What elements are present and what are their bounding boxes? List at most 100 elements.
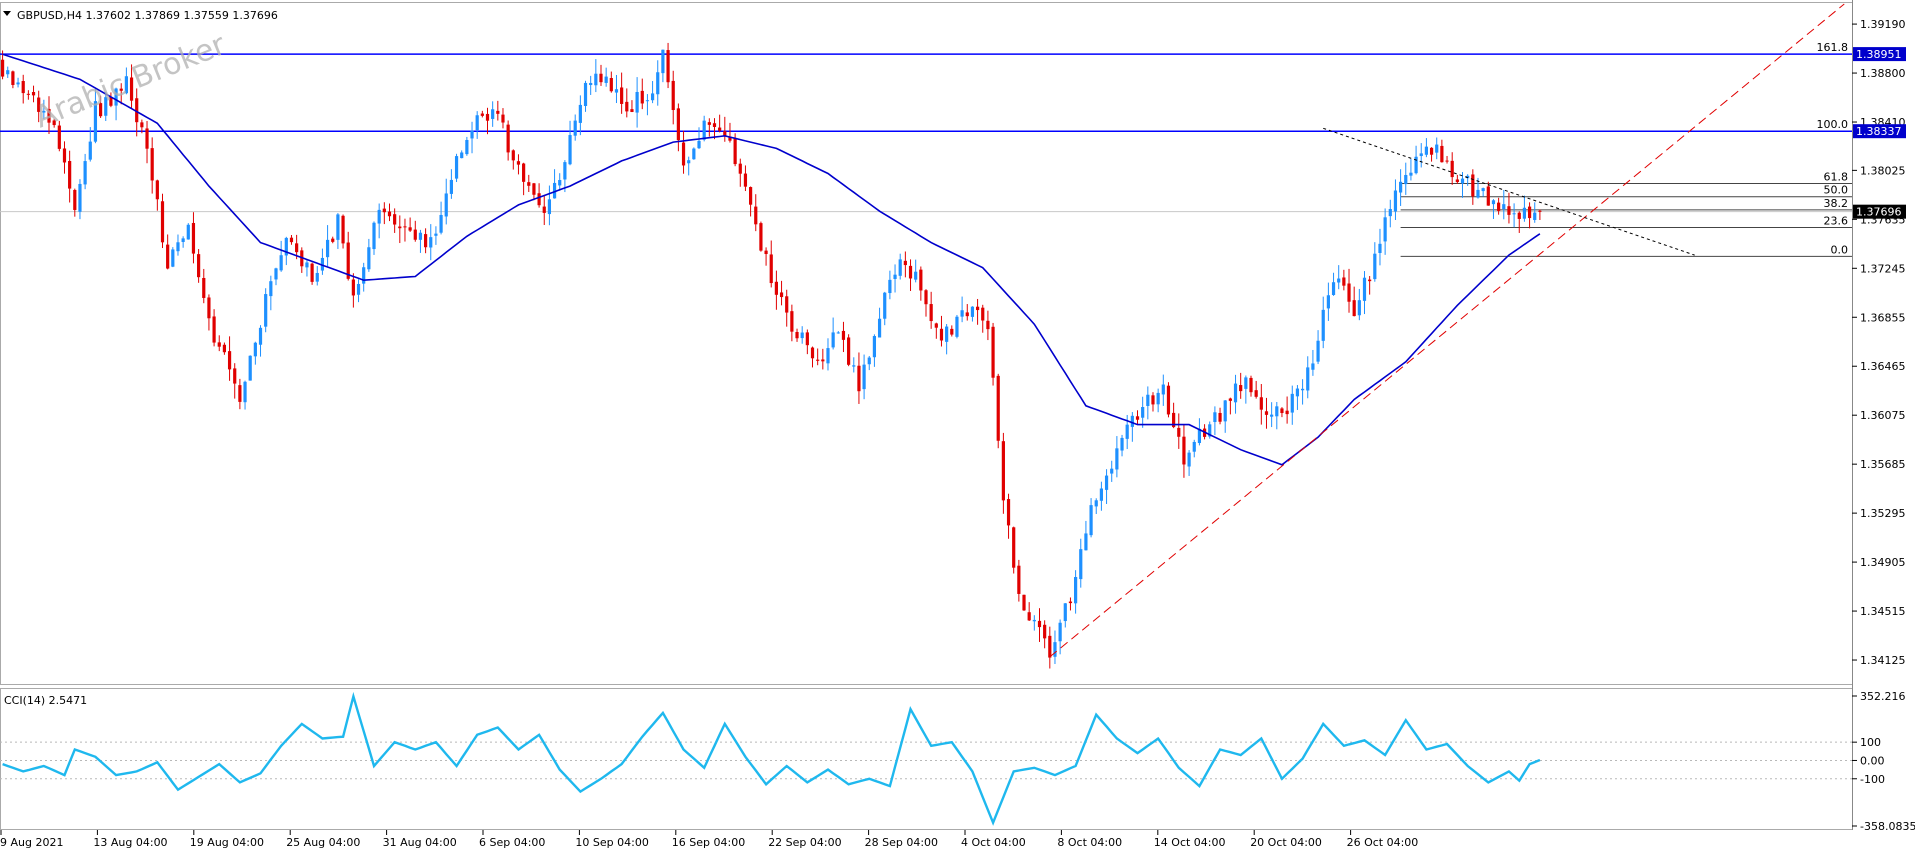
cci-tick-label: 100: [1860, 736, 1881, 749]
trendlines[interactable]: [1049, 3, 1845, 658]
candle-body: [743, 173, 748, 187]
candle-body: [697, 140, 701, 149]
candle-body: [289, 237, 294, 243]
candle-body: [692, 148, 696, 160]
candle-body: [1393, 190, 1398, 212]
time-axis[interactable]: 9 Aug 2021 13 Aug 04:00 19 Aug 04:00 25 Aug…: [0, 830, 1418, 849]
candle-body: [1311, 363, 1315, 370]
candle-body: [955, 316, 959, 337]
time-tick-label: 6 Sep 04:00: [479, 836, 545, 849]
candle-body: [924, 290, 928, 305]
candle-body: [661, 49, 665, 74]
price-axis[interactable]: 1.391901.388001.384101.380251.376351.372…: [1852, 18, 1906, 667]
candle-body: [1321, 309, 1325, 341]
candle-body: [1476, 189, 1480, 198]
candle-body: [62, 148, 67, 163]
candle-body: [26, 93, 30, 95]
candle-body: [88, 141, 92, 160]
candle-body: [434, 233, 438, 236]
time-tick-label: 22 Sep 04:00: [768, 836, 841, 849]
time-tick-label: 16 Sep 04:00: [672, 836, 745, 849]
candle-body: [687, 160, 691, 164]
candle-body: [877, 318, 882, 338]
candle-body: [950, 328, 954, 335]
candle-body: [754, 206, 758, 225]
candle-body: [496, 110, 500, 114]
candle-body: [1048, 635, 1052, 658]
time-tick-label: 25 Aug 04:00: [286, 836, 360, 849]
candle-body: [439, 214, 443, 233]
candle-body: [650, 93, 655, 101]
candle-body: [805, 332, 809, 346]
candle-body: [821, 359, 825, 362]
candle-body: [1337, 278, 1341, 283]
candle-body: [1512, 213, 1516, 215]
candle-body: [264, 294, 268, 327]
candle-body: [712, 123, 717, 127]
candle-body: [630, 109, 634, 112]
candle-body: [114, 88, 118, 106]
candle-body: [867, 357, 871, 365]
candle-body: [1362, 277, 1367, 301]
candle-body: [785, 296, 789, 313]
candle-body: [1388, 209, 1392, 217]
candle-body: [718, 127, 722, 131]
candle-body: [1074, 577, 1078, 604]
candle-body: [542, 206, 546, 213]
candle-body: [1264, 411, 1269, 415]
price-tick-label: 1.36075: [1860, 409, 1906, 422]
candle-body: [759, 223, 763, 251]
candle-body: [21, 81, 25, 94]
candle-body: [418, 232, 423, 240]
candle-body: [475, 115, 479, 131]
candle-body: [908, 265, 913, 279]
menu-triangle-icon[interactable]: [3, 11, 11, 16]
level-price-tag: [1853, 124, 1906, 139]
candle-body: [1285, 410, 1289, 415]
candle-body: [315, 272, 319, 282]
candle-body: [625, 101, 629, 112]
candle-body: [1094, 500, 1098, 507]
candle-body: [1533, 212, 1537, 220]
candle-body: [836, 332, 840, 334]
candle-body: [666, 50, 670, 83]
candle-body: [423, 234, 428, 248]
price-tick-label: 1.36465: [1860, 360, 1906, 373]
candle-body: [1502, 204, 1506, 210]
candle-body: [1399, 181, 1403, 193]
candle-body: [150, 148, 154, 181]
candle-body: [1538, 210, 1542, 212]
candle-body: [1270, 414, 1274, 417]
candle-body: [594, 73, 598, 86]
cci-plot-frame: [0, 688, 1853, 830]
candle-body: [914, 271, 918, 280]
candle-body: [377, 209, 381, 224]
candle-body: [351, 279, 355, 296]
candle-body: [1368, 279, 1372, 282]
candle-body: [217, 342, 221, 347]
candle-body: [1378, 243, 1382, 253]
candle-body: [227, 351, 232, 370]
level-price-tag-text: 1.38951: [1856, 48, 1902, 61]
candle-body: [1120, 437, 1124, 451]
candle-body: [1166, 385, 1171, 415]
time-tick-label: 20 Oct 04:00: [1250, 836, 1322, 849]
candle-body: [1182, 436, 1186, 465]
candle-body: [764, 250, 768, 255]
candle-body: [1460, 178, 1465, 184]
candle-body: [1331, 282, 1336, 295]
candle-body: [816, 359, 820, 361]
candle-body: [826, 348, 830, 364]
candle-body: [78, 183, 82, 212]
candle-body: [733, 138, 737, 165]
candle-body: [965, 312, 969, 317]
candle-body: [269, 281, 273, 297]
candle-body: [939, 328, 944, 341]
candle-body: [1089, 505, 1093, 536]
candle-body: [898, 259, 902, 276]
candle-body: [516, 161, 521, 165]
price-tick-label: 1.34905: [1860, 556, 1906, 569]
candle-body: [676, 108, 680, 141]
price-tags: 1.38951 1.38337 1.37696: [1853, 47, 1906, 219]
candle-body: [1053, 642, 1057, 657]
